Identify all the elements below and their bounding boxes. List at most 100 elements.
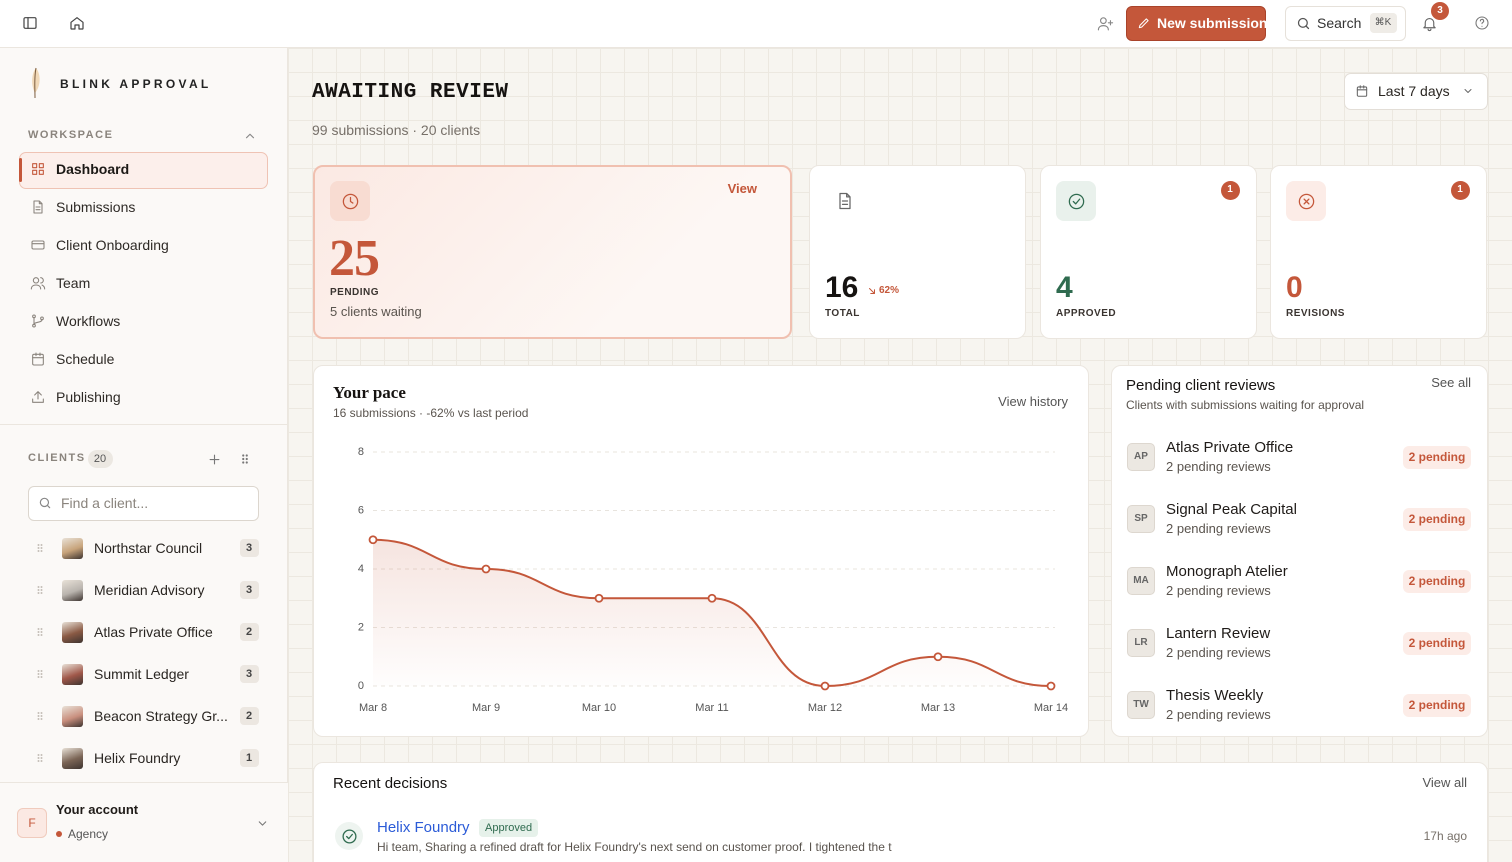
- decision-icon: [341, 828, 358, 845]
- icon-shape: [209, 454, 219, 464]
- revisions-value: 0: [1286, 271, 1303, 304]
- client-options[interactable]: [238, 452, 252, 466]
- x-tick-label: Mar 12: [808, 702, 842, 714]
- shortcut-key: [1370, 13, 1397, 33]
- help-button[interactable]: [1474, 15, 1490, 31]
- review-initials-box: [1127, 505, 1155, 533]
- icon-shape: [23, 17, 37, 29]
- drag-handle: [34, 542, 46, 554]
- chart-title: Your pace: [333, 383, 406, 402]
- notification-badge: [1431, 2, 1449, 20]
- icon-shape: [1138, 18, 1149, 29]
- total-value: 16: [825, 271, 859, 304]
- pending-reviews-link[interactable]: See all: [1431, 375, 1471, 390]
- search-icon: [1296, 16, 1311, 31]
- account-area[interactable]: [0, 782, 288, 862]
- nav-icon: [30, 161, 46, 177]
- icon-shape: [1297, 17, 1309, 29]
- icon-shape: [40, 628, 43, 630]
- nav-icon: [30, 237, 46, 253]
- icon-shape: [242, 454, 248, 464]
- decision-time: 17h ago: [1423, 829, 1467, 843]
- icon-shape: [1099, 16, 1107, 24]
- icon-shape: [345, 833, 353, 839]
- nav-icon: [30, 275, 46, 291]
- review-badge: [1403, 508, 1471, 531]
- x-tick-label: Mar 13: [921, 702, 955, 714]
- client-count: 1: [245, 752, 253, 764]
- total-change-icon: [867, 286, 877, 296]
- pending-link[interactable]: View: [727, 181, 757, 196]
- icon-shape: [32, 277, 40, 284]
- client-name[interactable]: Northstar Council: [94, 540, 203, 556]
- y-tick-label: 4: [358, 563, 364, 575]
- date-range-chevron: [1462, 85, 1474, 97]
- client-name[interactable]: Summit Ledger: [94, 666, 189, 682]
- icon-shape: [1464, 89, 1472, 93]
- review-client[interactable]: Monograph Atelier: [1166, 563, 1288, 580]
- client-search-icon: [38, 496, 52, 510]
- icon-shape: [37, 757, 40, 759]
- client-name[interactable]: Helix Foundry: [94, 750, 181, 766]
- new-submission-button[interactable]: [1126, 6, 1266, 41]
- icon-shape: [33, 200, 43, 214]
- nav-item[interactable]: Schedule: [56, 351, 115, 367]
- invite-button[interactable]: [1097, 15, 1114, 32]
- nav-item[interactable]: Publishing: [56, 389, 121, 405]
- client-name[interactable]: Beacon Strategy Gr...: [94, 708, 228, 724]
- icon-shape: [32, 67, 40, 99]
- review-client[interactable]: Lantern Review: [1166, 625, 1271, 642]
- point: [820, 681, 830, 691]
- nav-item[interactable]: Team: [56, 275, 91, 291]
- icon-shape: [1356, 86, 1368, 97]
- recent-link[interactable]: View all: [1422, 775, 1467, 790]
- icon-shape: [39, 497, 50, 508]
- icon-shape: [32, 169, 38, 175]
- icon-shape: [37, 628, 40, 630]
- nav-item[interactable]: Workflows: [56, 313, 121, 329]
- icon-shape: [37, 715, 40, 717]
- review-initials-box: [1127, 629, 1155, 657]
- nav-item[interactable]: Client Onboarding: [56, 237, 169, 253]
- nav-item[interactable]: Dashboard: [56, 161, 130, 177]
- collapse-workspace[interactable]: [243, 129, 257, 143]
- client-name[interactable]: Atlas Private Office: [94, 624, 213, 640]
- icon-shape: [38, 163, 44, 169]
- date-range-button[interactable]: [1344, 73, 1488, 110]
- review-client[interactable]: Thesis Weekly: [1166, 687, 1264, 704]
- review-client[interactable]: Atlas Private Office: [1166, 439, 1294, 456]
- review-client[interactable]: Signal Peak Capital: [1166, 501, 1297, 518]
- y-tick-label: 6: [358, 504, 364, 516]
- icon-shape: [1138, 18, 1149, 29]
- decision-client[interactable]: Helix Foundry: [377, 819, 470, 836]
- review-initials: AP: [1134, 451, 1148, 462]
- icon-shape: [1068, 193, 1084, 209]
- client-count-badge: [240, 749, 259, 767]
- notification-count: 3: [1437, 5, 1443, 16]
- total-label: TOTAL: [825, 308, 860, 319]
- review-initials: LR: [1134, 637, 1148, 648]
- notifications-button[interactable]: [1421, 15, 1438, 32]
- chart-link[interactable]: View history: [998, 394, 1068, 409]
- client-search[interactable]: [28, 486, 259, 521]
- add-client[interactable]: [207, 452, 222, 467]
- client-name[interactable]: Meridian Advisory: [94, 582, 205, 598]
- icon-shape: [23, 17, 37, 29]
- home-button[interactable]: [69, 15, 85, 31]
- sidebar-toggle[interactable]: [22, 15, 38, 31]
- recent-title: Recent decisions: [333, 775, 448, 792]
- approved-icon-box: [1056, 181, 1096, 221]
- client-count-badge: [240, 707, 259, 725]
- drag-handle: [34, 584, 46, 596]
- icon-shape: [341, 828, 357, 844]
- icon-shape: [245, 133, 255, 139]
- pending-card[interactable]: [313, 165, 792, 339]
- drag-handle: [34, 626, 46, 638]
- icon-shape: [37, 754, 43, 762]
- icon-shape: [40, 592, 43, 594]
- point: [481, 564, 491, 574]
- client-search-placeholder: Find a client...: [61, 495, 149, 511]
- account-avatar: [17, 808, 47, 838]
- nav-item[interactable]: Submissions: [56, 199, 136, 215]
- review-initials: TW: [1133, 699, 1149, 710]
